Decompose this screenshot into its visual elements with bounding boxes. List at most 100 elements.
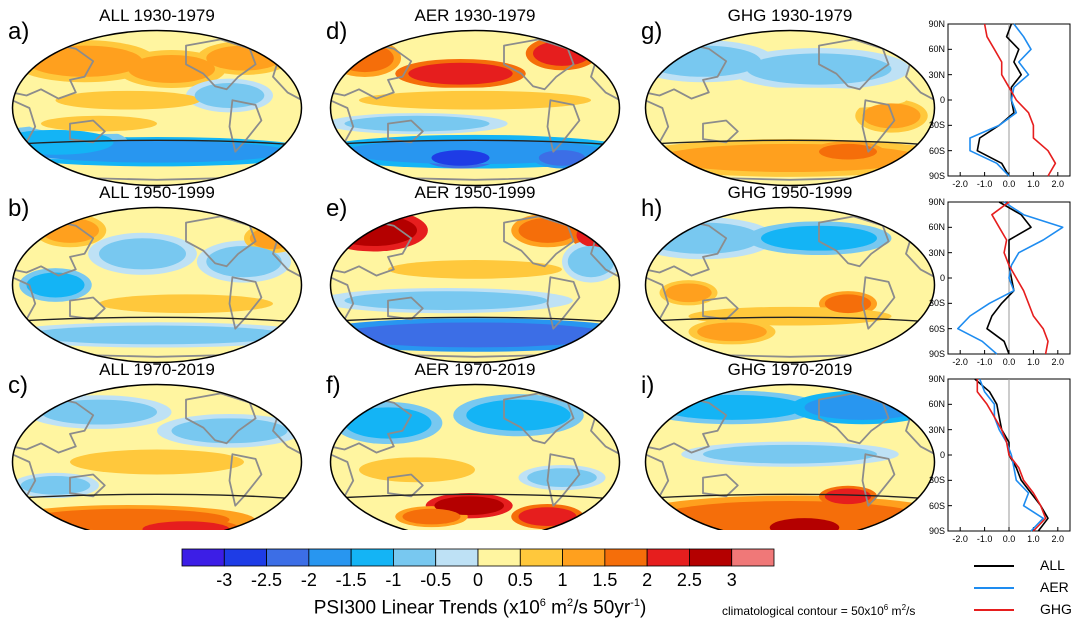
trend-blob <box>359 90 591 110</box>
trend-blob <box>518 507 577 526</box>
map-outline <box>329 29 621 187</box>
trend-blob <box>769 518 840 530</box>
legend-label-aer: AER <box>1040 579 1069 595</box>
profile-x-tick-label: -1.0 <box>976 179 993 189</box>
profile-y-tick-label: 90S <box>928 526 945 536</box>
trend-blob <box>862 103 921 129</box>
colorbar-tick-label: -2 <box>300 570 317 590</box>
colorbar-swatch <box>646 548 690 567</box>
trend-blob <box>55 90 201 110</box>
colorbar-tick-label: 1 <box>557 570 568 590</box>
trend-blob <box>194 83 265 108</box>
legend-swatch-ghg <box>974 609 1014 611</box>
profile-line-aer <box>969 23 1032 177</box>
profile-x-tick-label: 0.0 <box>1002 179 1016 189</box>
climatology-contour <box>645 316 935 324</box>
map-outline <box>11 383 303 530</box>
trend-blob <box>824 294 872 314</box>
climatology-contour <box>330 493 620 501</box>
colorbar-swatch <box>604 548 648 567</box>
panel-letter-g: g) <box>641 18 663 45</box>
profile-y-tick-label: 60N <box>928 222 945 233</box>
trend-blob <box>26 272 85 298</box>
trend-blob <box>434 496 505 516</box>
profile-y-tick-label: 90N <box>928 197 945 207</box>
panel-title-i: GHG 1970-2019 <box>727 360 853 379</box>
map-panel-i <box>645 384 935 530</box>
panel-title-b: ALL 1950-1999 <box>99 183 215 202</box>
colorbar-swatch <box>477 548 521 567</box>
map-outline <box>644 29 936 187</box>
map-panel-f <box>330 384 620 530</box>
profile-line-all <box>986 201 1032 355</box>
trend-blob <box>819 143 877 160</box>
profile-panel-1950-1999 <box>947 201 1071 355</box>
colorbar-swatch <box>181 548 225 567</box>
profile-y-tick-label: 60N <box>928 399 945 410</box>
map-panel-e <box>330 207 620 363</box>
profile-x-tick-label: 2.0 <box>1051 534 1065 544</box>
colorbar-tick-label: 0.5 <box>507 570 533 590</box>
climatology-contour <box>12 139 302 147</box>
trend-blob <box>20 476 91 495</box>
panel-letter-h: h) <box>641 195 663 222</box>
trend-blob <box>674 90 906 110</box>
profile-y-tick-label: 60N <box>928 44 945 55</box>
profile-panel-1930-1979 <box>947 23 1071 177</box>
trend-blob <box>824 488 872 505</box>
trend-blob <box>402 508 461 525</box>
panel-title-d: AER 1930-1979 <box>414 6 536 25</box>
colorbar-swatch <box>435 548 479 567</box>
trend-blob <box>431 150 490 166</box>
legend-label-all: ALL <box>1040 557 1065 573</box>
colorbar-tick-label: 0 <box>472 570 483 590</box>
map-panel-g <box>645 30 935 186</box>
trend-blob <box>171 418 288 444</box>
profile-y-tick-label: 30S <box>928 298 945 309</box>
profile-panel-1970-2019 <box>947 378 1071 532</box>
profile-y-tick-label: 30N <box>928 69 945 80</box>
colorbar <box>181 548 775 567</box>
trend-blob <box>538 150 586 166</box>
trend-blob <box>527 468 597 487</box>
map-panel-a <box>12 30 302 186</box>
trend-blob <box>388 260 562 279</box>
trend-blob <box>142 521 230 530</box>
colorbar-tick-label: -0.5 <box>420 570 452 590</box>
panel-title-f: AER 1970-2019 <box>414 360 536 379</box>
legend-item-all: ALL <box>972 556 1092 576</box>
panel-title-g: GHG 1930-1979 <box>727 6 853 25</box>
map-panel-c <box>12 384 302 530</box>
trend-blob <box>338 322 612 348</box>
trend-blob <box>659 394 805 420</box>
panel-title-e: AER 1950-1999 <box>414 183 536 202</box>
profile-y-tick-label: 90N <box>928 374 945 384</box>
profile-line-ghg <box>983 23 1057 177</box>
profile-y-tick-label: 30N <box>928 424 945 435</box>
map-outline <box>11 29 303 187</box>
contour-note: climatological contour = 50x106 m2/s <box>722 603 916 618</box>
profile-x-tick-label: -1.0 <box>976 534 993 544</box>
panel-letter-d: d) <box>326 18 348 45</box>
colorbar-swatch <box>350 548 394 567</box>
map-panel-b <box>12 207 302 363</box>
profile-y-tick-label: 90N <box>928 19 945 29</box>
colorbar-swatch <box>266 548 310 567</box>
colorbar-tick-label: -3 <box>216 570 233 590</box>
map-outline <box>329 383 621 530</box>
profile-x-tick-label: 2.0 <box>1051 357 1065 367</box>
trend-blob <box>567 246 615 278</box>
panel-letter-e: e) <box>326 195 348 222</box>
maps-svg <box>11 29 936 530</box>
colorbar-swatch <box>519 548 563 567</box>
trend-blob <box>466 399 571 431</box>
trend-blob <box>408 62 513 85</box>
profile-x-tick-label: 2.0 <box>1051 179 1065 189</box>
profile-x-tick-label: 1.0 <box>1027 179 1040 189</box>
trend-blob <box>665 283 712 303</box>
colorbar-title: PSI300 Linear Trends (x106 m2/s 50yr-1) <box>313 597 647 619</box>
profile-x-tick-label: -2.0 <box>952 534 968 544</box>
map-outline <box>329 206 621 364</box>
trend-blob <box>697 322 767 342</box>
